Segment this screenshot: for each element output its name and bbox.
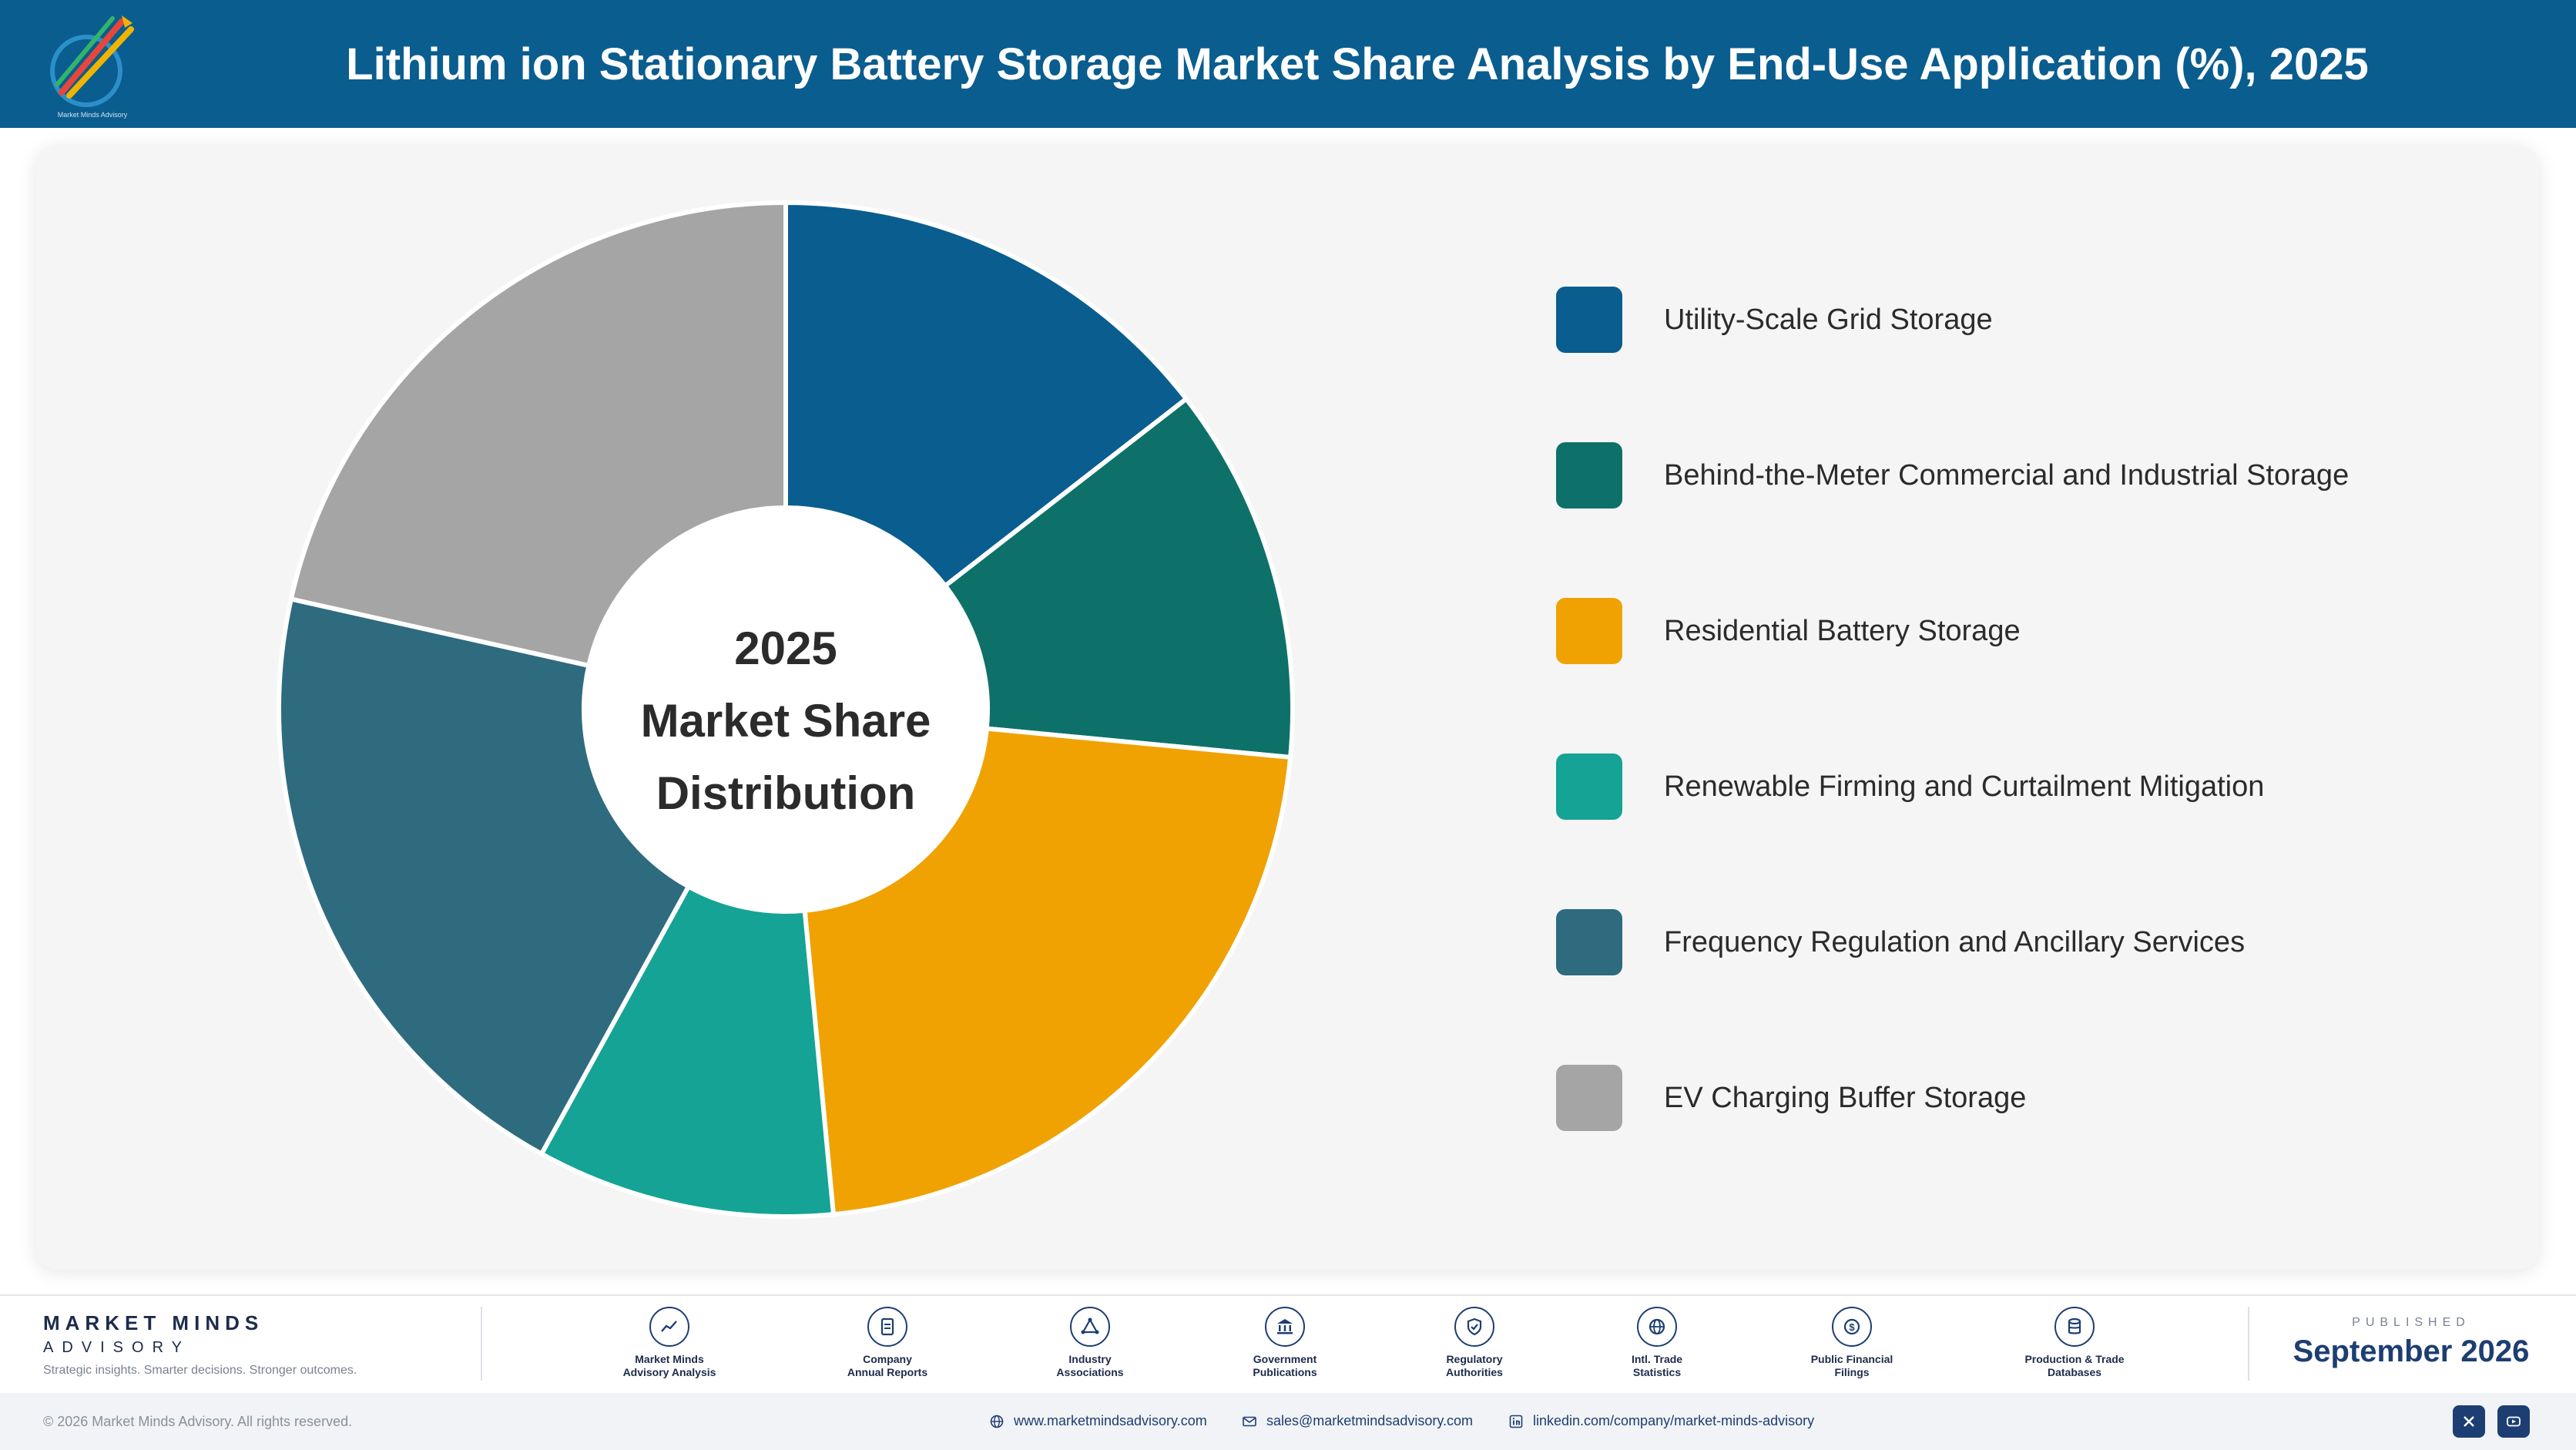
brand-tagline: Strategic insights. Smarter decisions. S… — [43, 1364, 357, 1377]
source-label: Government Publications — [1253, 1353, 1317, 1378]
footer-bottom-bar: © 2026 Market Minds Advisory. All rights… — [0, 1393, 2576, 1450]
database-icon — [2054, 1307, 2095, 1347]
globe-icon — [990, 1415, 1004, 1428]
source-intl-trade-statistics: Intl. Trade Statistics — [1584, 1307, 1730, 1379]
legend-item: Renewable Firming and Curtailment Mitiga… — [1556, 754, 2480, 820]
published-date: September 2026 — [2293, 1334, 2530, 1368]
website-text: www.marketmindsadvisory.com — [1014, 1413, 1207, 1428]
legend-label: Renewable Firming and Curtailment Mitiga… — [1664, 770, 2265, 803]
donut-hole — [584, 508, 988, 911]
source-label: Company Annual Reports — [847, 1353, 928, 1378]
linkedin-link[interactable]: linkedin.com/company/market-minds-adviso… — [1508, 1413, 1814, 1429]
legend-label: Frequency Regulation and Ancillary Servi… — [1664, 925, 2246, 958]
document-icon — [867, 1307, 907, 1347]
source-label: Production & Trade Databases — [2024, 1353, 2125, 1378]
source-public-financial-filings: $ Public Financial Filings — [1779, 1307, 1925, 1379]
legend-swatch — [1556, 287, 1622, 353]
center-label-year: 2025 — [734, 623, 837, 674]
shield-check-icon — [1454, 1307, 1494, 1347]
x-icon[interactable] — [2453, 1405, 2485, 1438]
source-label: Market Minds Advisory Analysis — [622, 1353, 716, 1378]
mail-icon — [1243, 1416, 1256, 1426]
email-text: sales@marketmindsadvisory.com — [1266, 1413, 1474, 1428]
svg-text:$: $ — [1849, 1321, 1855, 1333]
source-production-trade-databases: Production & Trade Databases — [2001, 1307, 2148, 1379]
legend-item: Residential Battery Storage — [1556, 598, 2480, 664]
source-regulatory-authorities: Regulatory Authorities — [1401, 1307, 1548, 1379]
legend-swatch — [1556, 442, 1622, 509]
globe-icon — [1637, 1307, 1677, 1347]
linkedin-icon — [1509, 1415, 1523, 1428]
published-label: PUBLISHED — [2352, 1316, 2470, 1329]
copyright-text: © 2026 Market Minds Advisory. All rights… — [43, 1414, 353, 1429]
logo-text: Market Minds Advisory — [58, 111, 128, 119]
legend-label: Behind-the-Meter Commercial and Industri… — [1664, 458, 2350, 492]
legend-item: Utility-Scale Grid Storage — [1556, 287, 2480, 353]
youtube-icon[interactable] — [2497, 1405, 2530, 1438]
network-icon — [1070, 1307, 1110, 1347]
footer-separator — [481, 1307, 482, 1381]
dollar-coin-icon: $ — [1832, 1307, 1872, 1347]
source-label: Intl. Trade Statistics — [1631, 1353, 1683, 1378]
header-bar: Market Minds Advisory Lithium ion Statio… — [0, 0, 2576, 128]
brand-subtitle: ADVISORY — [43, 1339, 190, 1356]
source-label: Public Financial Filings — [1810, 1353, 1893, 1378]
source-company-annual-reports: Company Annual Reports — [814, 1307, 961, 1379]
source-government-publications: Government Publications — [1212, 1307, 1358, 1379]
government-building-icon — [1265, 1307, 1305, 1347]
legend-swatch — [1556, 598, 1622, 664]
legend-item: EV Charging Buffer Storage — [1556, 1065, 2480, 1131]
center-label-line3: Distribution — [656, 767, 916, 819]
legend-swatch — [1556, 1065, 1622, 1131]
trend-chart-icon — [649, 1307, 689, 1347]
page-title: Lithium ion Stationary Battery Storage M… — [346, 39, 2369, 89]
legend-swatch — [1556, 754, 1622, 820]
legend-label: EV Charging Buffer Storage — [1664, 1081, 2027, 1114]
source-label: Industry Associations — [1056, 1353, 1124, 1378]
footer-divider — [0, 1294, 2576, 1296]
legend-item: Behind-the-Meter Commercial and Industri… — [1556, 442, 2480, 509]
website-link[interactable]: www.marketmindsadvisory.com — [989, 1413, 1207, 1429]
donut-slices — [277, 200, 1295, 1219]
legend-label: Residential Battery Storage — [1664, 614, 2021, 647]
logo-icon: Market Minds Advisory — [50, 15, 134, 119]
brand-name: MARKET MINDS — [43, 1311, 264, 1334]
source-industry-associations: Industry Associations — [1017, 1307, 1163, 1379]
email-link[interactable]: sales@marketmindsadvisory.com — [1242, 1413, 1473, 1429]
legend-swatch — [1556, 909, 1622, 975]
legend-item: Frequency Regulation and Ancillary Servi… — [1556, 909, 2480, 975]
donut-chart: 2025 Market Share Distribution — [277, 200, 1295, 1219]
legend-label: Utility-Scale Grid Storage — [1664, 303, 1993, 336]
center-label-line2: Market Share — [641, 695, 931, 747]
footer: MARKET MINDS ADVISORY Strategic insights… — [0, 1294, 2576, 1450]
source-market-minds-analysis: Market Minds Advisory Analysis — [596, 1307, 743, 1379]
source-label: Regulatory Authorities — [1446, 1353, 1503, 1378]
footer-separator — [2248, 1307, 2249, 1381]
linkedin-text: linkedin.com/company/market-minds-adviso… — [1533, 1413, 1815, 1428]
